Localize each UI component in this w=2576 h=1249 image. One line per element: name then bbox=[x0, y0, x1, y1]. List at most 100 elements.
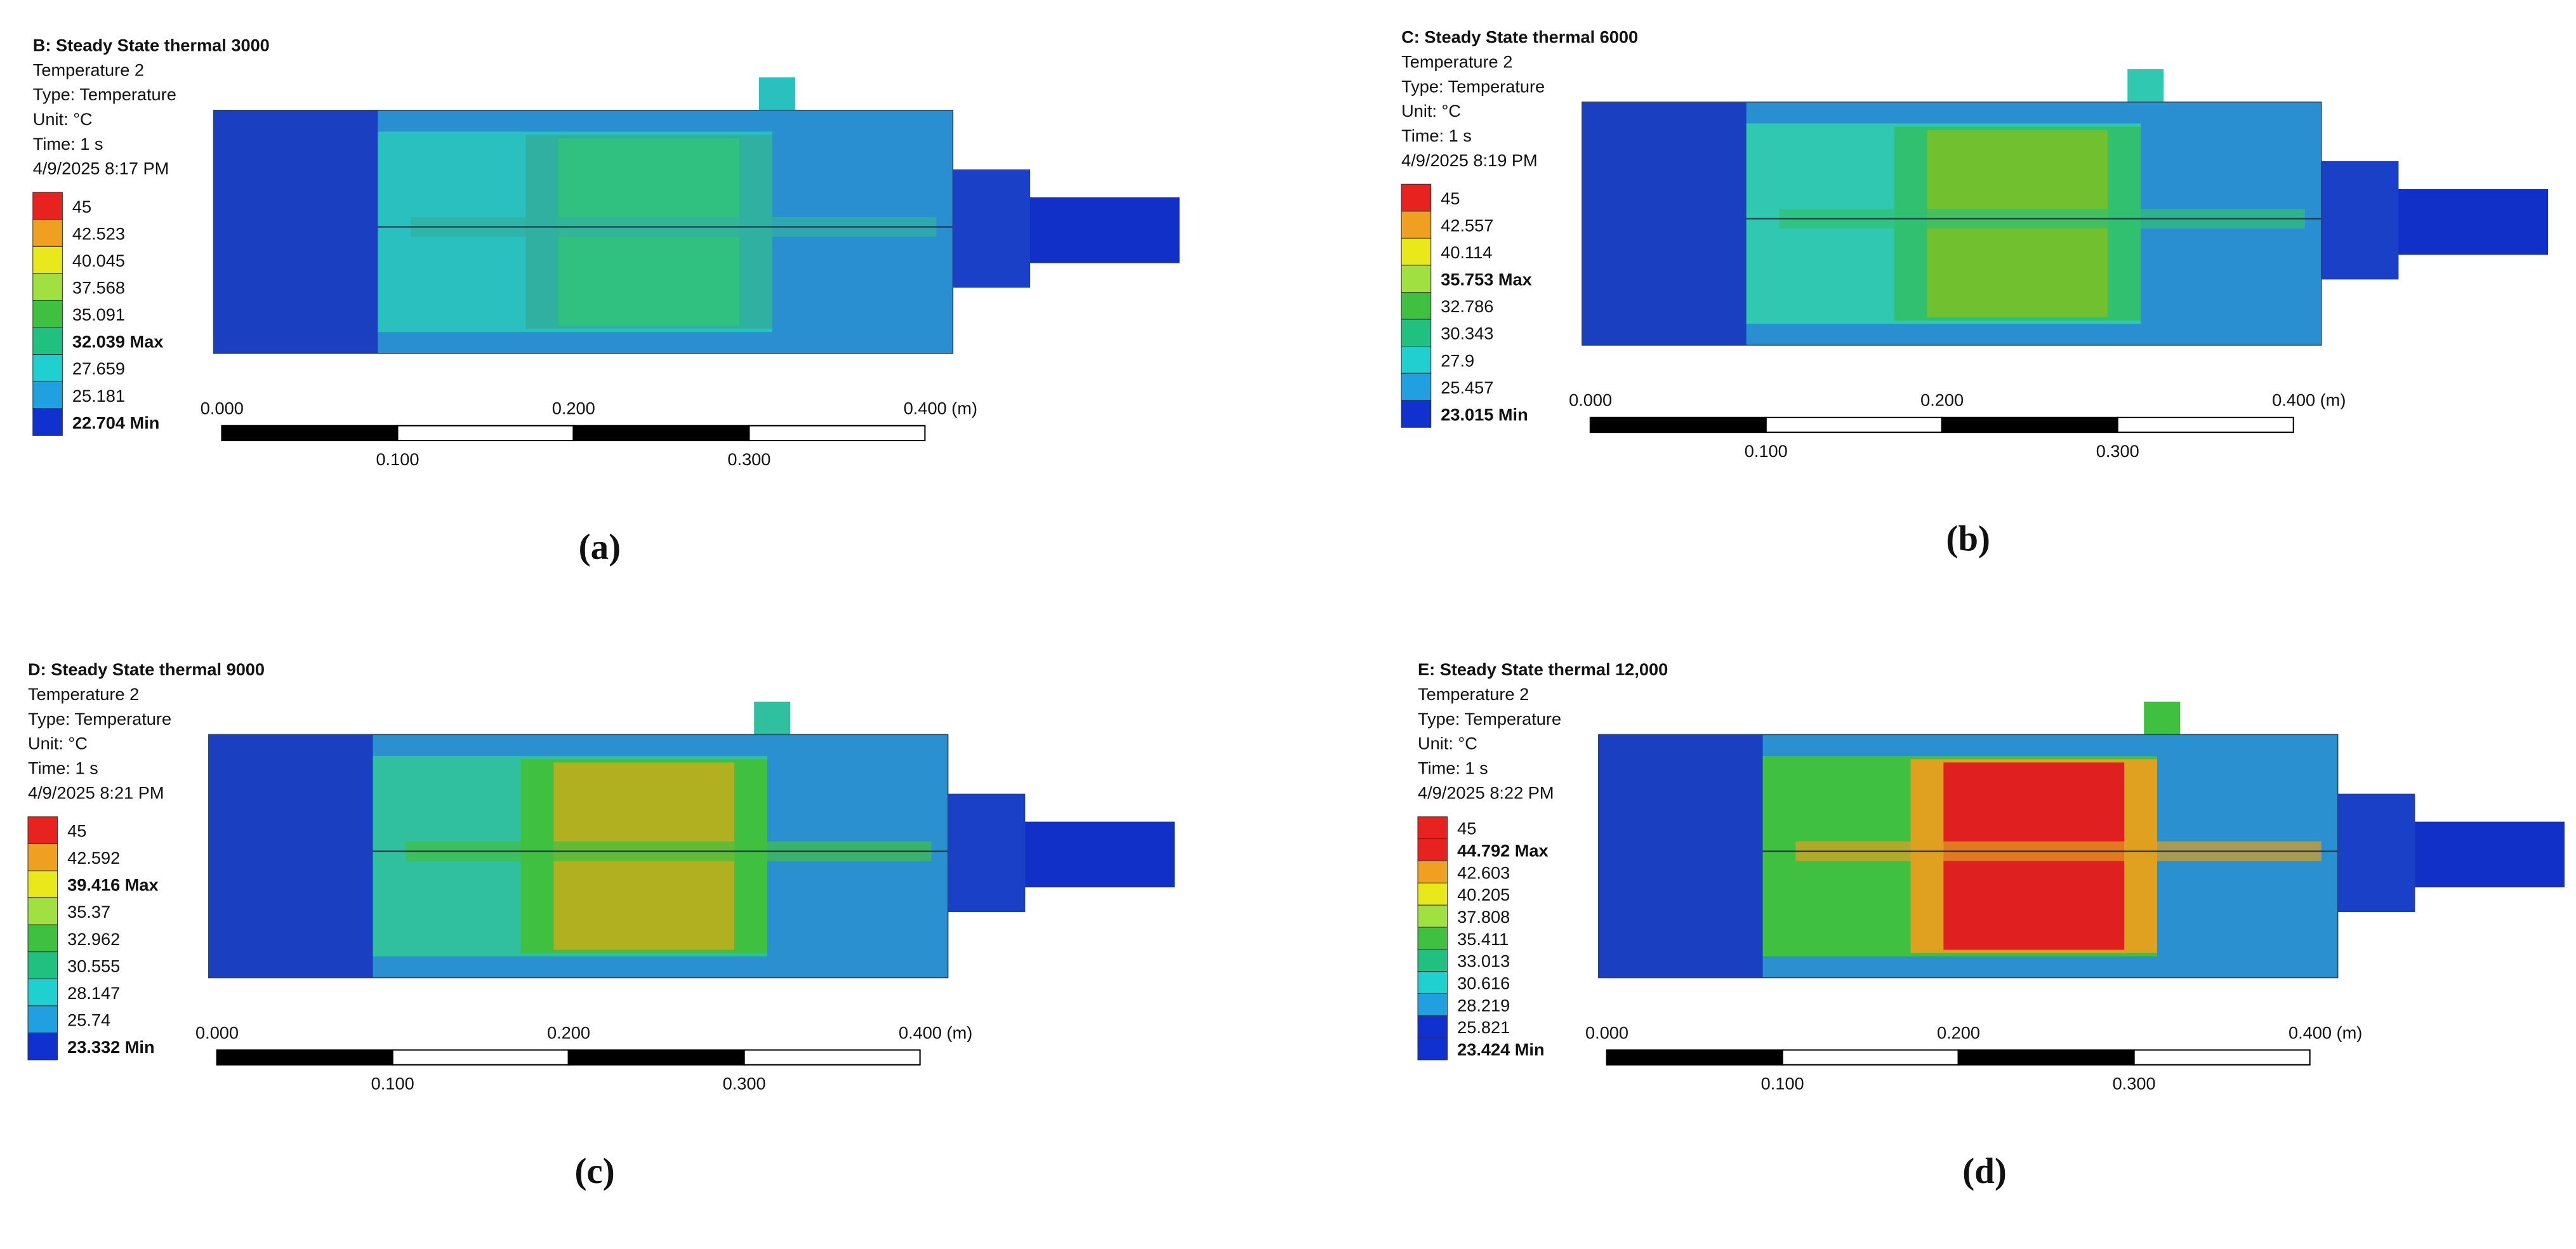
legend-label: 30.343 bbox=[1441, 324, 1493, 343]
model bbox=[1597, 701, 2565, 979]
legend-swatch bbox=[1401, 319, 1432, 347]
scale-segment bbox=[1957, 1049, 2135, 1066]
legend-swatch bbox=[27, 978, 58, 1007]
info-line: Temperature 2 bbox=[1401, 51, 1512, 71]
legend-label: 40.045 bbox=[72, 251, 125, 270]
info-line: Type: Temperature bbox=[1418, 709, 1561, 729]
legend-swatch bbox=[27, 843, 58, 871]
legend-label: 40.114 bbox=[1441, 242, 1492, 262]
caption: (a) bbox=[579, 527, 621, 567]
legend-label: 23.015 Min bbox=[1441, 404, 1528, 424]
scale-label: 0.400 (m) bbox=[2272, 390, 2346, 410]
legend-label: 28.147 bbox=[67, 983, 120, 1003]
info-line: Unit: °C bbox=[33, 109, 93, 129]
scale-label: 0.000 bbox=[1569, 390, 1612, 410]
legend-label: 40.205 bbox=[1457, 885, 1510, 904]
legend-swatch bbox=[1417, 1037, 1448, 1061]
panel: E: Steady State thermal 12,000 Temperatur… bbox=[1417, 659, 2565, 1191]
scale-label: 0.000 bbox=[1585, 1022, 1628, 1042]
legend-label: 27.9 bbox=[1441, 350, 1474, 370]
scale-label: 0.300 bbox=[2113, 1074, 2156, 1094]
legend-label: 22.704 Min bbox=[72, 413, 159, 432]
legend-label: 32.039 Max bbox=[72, 332, 164, 352]
panel: D: Steady State thermal 9000 Temperature … bbox=[27, 659, 1175, 1191]
legend-swatch bbox=[27, 951, 58, 979]
scale-label: 0.300 bbox=[727, 449, 770, 469]
legend-swatch bbox=[27, 1032, 58, 1061]
legend-swatch bbox=[1401, 400, 1432, 428]
legend-swatch bbox=[32, 246, 63, 274]
caption: (c) bbox=[574, 1151, 614, 1191]
end-cap bbox=[208, 734, 373, 978]
legend-label: 37.808 bbox=[1457, 907, 1510, 927]
legend-swatch bbox=[1417, 882, 1448, 906]
legend-swatch bbox=[1401, 265, 1432, 293]
end-cap bbox=[1582, 102, 1747, 345]
scale-label: 0.300 bbox=[2096, 441, 2139, 461]
legend-swatch bbox=[1417, 971, 1448, 995]
legend-swatch bbox=[32, 381, 63, 409]
info-line: Temperature 2 bbox=[28, 684, 139, 704]
legend-swatch bbox=[32, 408, 63, 436]
scale-segment bbox=[1781, 1049, 1959, 1066]
shaft-end bbox=[1002, 197, 1180, 263]
legend-label: 35.37 bbox=[67, 902, 110, 922]
scale-segment bbox=[1941, 416, 2118, 433]
shaft-end bbox=[2387, 821, 2565, 888]
legend-label: 25.181 bbox=[72, 386, 125, 406]
outline bbox=[1597, 734, 2339, 979]
legend-label: 33.013 bbox=[1457, 951, 1510, 971]
info-line: Type: Temperature bbox=[33, 84, 176, 104]
info-line: Temperature 2 bbox=[33, 60, 144, 79]
legend-swatch bbox=[1417, 838, 1448, 862]
outline bbox=[208, 734, 949, 979]
shaft-end bbox=[2370, 189, 2548, 255]
info-line: 4/9/2025 8:19 PM bbox=[1401, 150, 1538, 170]
legend-label: 37.568 bbox=[72, 278, 125, 298]
legend-swatch bbox=[32, 327, 63, 355]
scale-segment bbox=[748, 425, 926, 442]
model bbox=[1582, 69, 2548, 346]
legend-label: 25.821 bbox=[1457, 1017, 1510, 1037]
legend-label: 35.411 bbox=[1457, 929, 1509, 949]
legend-swatch bbox=[32, 300, 63, 328]
legend-swatch bbox=[27, 1005, 58, 1033]
panel-title: E: Steady State thermal 12,000 bbox=[1418, 659, 1668, 679]
scale-label: 0.100 bbox=[1745, 441, 1788, 461]
info-line: Type: Temperature bbox=[1401, 76, 1545, 96]
legend-label: 25.74 bbox=[67, 1010, 110, 1029]
legend-swatch bbox=[27, 816, 58, 844]
legend-swatch bbox=[1417, 927, 1448, 950]
scale-segment bbox=[572, 425, 750, 442]
legend-label: 27.659 bbox=[72, 359, 125, 378]
panel-title: D: Steady State thermal 9000 bbox=[28, 659, 265, 679]
legend-label: 30.555 bbox=[67, 956, 120, 975]
legend-label: 39.416 Max bbox=[67, 875, 159, 895]
legend-label: 28.219 bbox=[1457, 995, 1510, 1015]
outline bbox=[1582, 102, 2322, 346]
panel: B: Steady State thermal 3000 Temperature … bbox=[32, 36, 1180, 567]
legend-label: 42.557 bbox=[1441, 215, 1493, 235]
scale-segment bbox=[2117, 416, 2294, 433]
info-line: 4/9/2025 8:21 PM bbox=[28, 783, 164, 802]
scale-segment bbox=[2133, 1049, 2311, 1066]
legend-swatch bbox=[1417, 816, 1448, 840]
shaft-end bbox=[997, 821, 1175, 888]
info-line: Time: 1 s bbox=[1418, 758, 1488, 778]
info-line: Time: 1 s bbox=[1401, 126, 1472, 145]
model bbox=[213, 77, 1180, 354]
scale-label: 0.000 bbox=[195, 1022, 239, 1042]
scale-label: 0.400 (m) bbox=[899, 1022, 972, 1042]
scale-label: 0.000 bbox=[201, 399, 244, 418]
legend-swatch bbox=[1417, 993, 1448, 1016]
panel-title: C: Steady State thermal 6000 bbox=[1401, 27, 1638, 47]
legend-swatch bbox=[1401, 292, 1432, 320]
scale-label: 0.200 bbox=[1937, 1022, 1980, 1042]
legend-label: 45 bbox=[67, 821, 86, 841]
legend-label: 32.962 bbox=[67, 929, 120, 949]
scale-segment bbox=[1589, 416, 1767, 433]
legend-label: 23.424 Min bbox=[1457, 1040, 1544, 1059]
scale-segment bbox=[216, 1049, 393, 1066]
